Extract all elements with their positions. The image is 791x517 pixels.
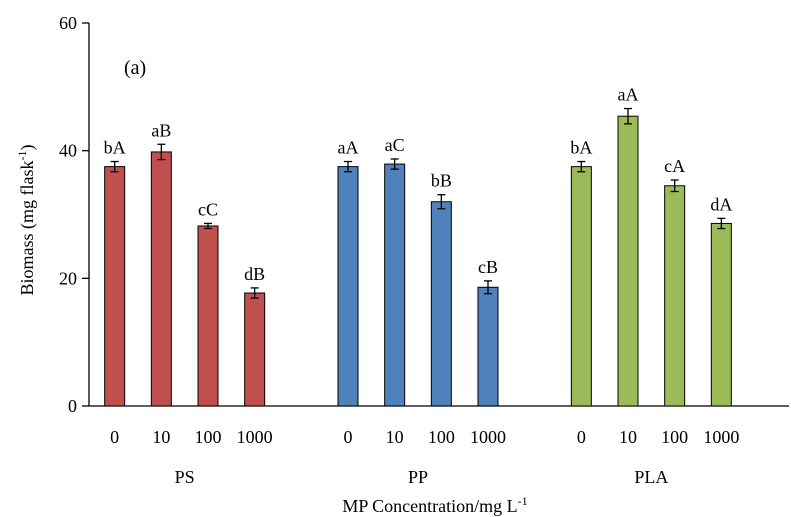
bar-PLA-100 (664, 185, 686, 407)
y-tick-label-60: 60 (59, 13, 77, 33)
x-tick-label-PP-0: 0 (344, 427, 353, 447)
group-label-PS: PS (175, 467, 195, 487)
data-label-PP-10: aC (385, 135, 405, 155)
data-label-PLA-100: cA (664, 156, 685, 176)
bar-PS-10 (150, 151, 172, 407)
panel-label: (a) (124, 57, 146, 79)
group-label-PLA: PLA (634, 467, 668, 487)
data-label-PS-1000: dB (244, 264, 265, 284)
bars-layer (104, 107, 732, 407)
bar-PLA-10 (617, 115, 639, 407)
x-tick-label-PLA-1000: 1000 (703, 427, 739, 447)
data-label-PLA-1000: dA (710, 194, 732, 214)
bar-PP-0 (337, 166, 359, 407)
group-label-PP: PP (408, 467, 428, 487)
x-tick-label-PS-0: 0 (110, 427, 119, 447)
data-label-PS-0: bA (104, 138, 126, 158)
x-tick-label-PS-1000: 1000 (237, 427, 273, 447)
data-label-PP-1000: cB (478, 257, 498, 277)
data-label-PS-100: cC (198, 199, 218, 219)
bar-PS-100 (197, 225, 219, 407)
x-tick-label-PLA-0: 0 (577, 427, 586, 447)
x-tick-label-PLA-100: 100 (661, 427, 688, 447)
bar-PS-1000 (244, 292, 266, 407)
data-label-PP-100: bB (431, 171, 452, 191)
labels-layer: bA0aB10cC100dB1000PSaA0aC10bB100cB1000PP… (104, 85, 740, 487)
x-tick-label-PLA-10: 10 (619, 427, 637, 447)
x-tick-label-PP-100: 100 (428, 427, 455, 447)
data-label-PS-10: aB (151, 120, 171, 140)
x-tick-label-PP-10: 10 (386, 427, 404, 447)
bar-PLA-1000 (710, 222, 732, 407)
bar-PLA-0 (570, 166, 592, 407)
x-tick-label-PP-1000: 1000 (470, 427, 506, 447)
bar-PP-1000 (477, 286, 499, 407)
data-label-PLA-0: bA (570, 138, 592, 158)
x-tick-label-PS-10: 10 (152, 427, 170, 447)
y-tick-label-40: 40 (59, 141, 77, 161)
y-tick-label-0: 0 (68, 396, 77, 416)
data-label-PLA-10: aA (618, 85, 639, 105)
bar-PS-0 (104, 166, 126, 407)
bar-PP-100 (430, 201, 452, 407)
y-tick-label-20: 20 (59, 268, 77, 288)
y-axis-label: Biomass (mg flask-1) (15, 145, 38, 296)
x-axis-label: MP Concentration/mg L-1 (342, 494, 527, 516)
x-tick-label-PS-100: 100 (195, 427, 222, 447)
bar-PP-10 (384, 163, 406, 407)
data-label-PP-0: aA (338, 138, 359, 158)
